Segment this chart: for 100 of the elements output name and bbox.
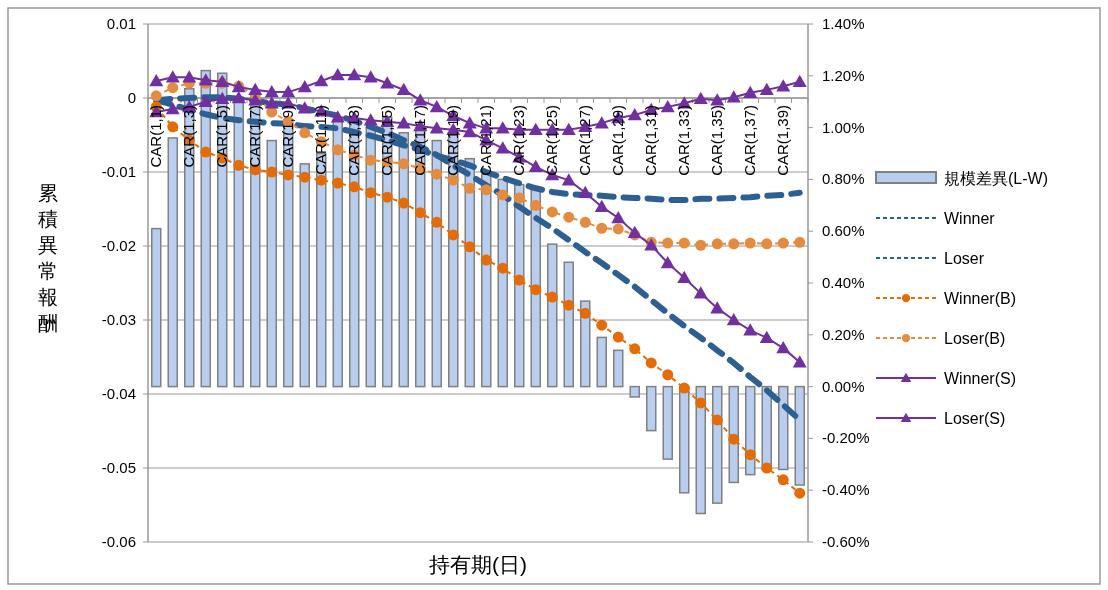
point <box>513 274 525 286</box>
y2-tick-label: 0.00% <box>822 377 865 395</box>
legend-label: Winner(S) <box>944 370 1017 387</box>
y2-tick-label: -0.40% <box>822 481 870 499</box>
point <box>282 169 294 181</box>
point <box>528 122 543 136</box>
y-axis-title: 累積異常報酬 <box>38 182 58 334</box>
point <box>398 197 410 209</box>
point <box>611 210 626 224</box>
x-tick-label: CAR(1,3) <box>180 105 198 168</box>
point <box>546 206 558 218</box>
point <box>150 90 162 102</box>
x-tick-label: CAR(1,37) <box>741 105 759 176</box>
point <box>396 116 411 129</box>
point <box>759 82 774 96</box>
x-axis-title: 持有期(日) <box>429 553 527 576</box>
point <box>315 174 327 186</box>
bar <box>629 385 640 398</box>
point <box>710 93 725 106</box>
point <box>215 91 230 104</box>
point <box>678 382 690 394</box>
point <box>167 82 179 94</box>
point <box>495 121 510 134</box>
x-tick-label: CAR(1,19) <box>444 105 462 176</box>
point <box>497 262 509 274</box>
point <box>381 191 393 203</box>
point <box>660 256 675 269</box>
point <box>464 182 476 194</box>
point <box>462 116 477 129</box>
y2-tick-label: 0.40% <box>822 274 865 291</box>
point <box>596 319 608 331</box>
point <box>266 166 278 178</box>
point <box>761 462 773 474</box>
point <box>612 331 624 343</box>
bar <box>679 385 690 494</box>
point <box>396 82 411 96</box>
legend-label: Loser <box>944 250 985 267</box>
y2-tick-label: 0.60% <box>822 222 865 240</box>
point <box>792 355 807 368</box>
point <box>365 154 377 166</box>
point <box>728 433 740 445</box>
point <box>165 70 180 83</box>
point <box>777 237 789 249</box>
point <box>744 237 756 249</box>
point <box>546 291 558 303</box>
point <box>726 90 741 103</box>
point <box>726 313 741 326</box>
bar <box>151 227 162 388</box>
bar <box>596 336 607 388</box>
y-tick-label: -0.06 <box>101 533 136 550</box>
bar <box>613 349 624 388</box>
point <box>629 343 641 355</box>
bar <box>662 385 673 460</box>
point <box>678 237 690 249</box>
point <box>596 222 608 234</box>
point <box>363 70 378 83</box>
point <box>447 174 459 186</box>
point <box>431 216 443 228</box>
point <box>776 79 791 92</box>
point <box>645 357 657 369</box>
point <box>513 192 525 204</box>
x-tick-label: CAR(1,33) <box>675 105 693 176</box>
point <box>662 237 674 249</box>
point <box>429 121 444 134</box>
point <box>413 93 428 106</box>
point <box>297 101 312 114</box>
point <box>578 185 593 198</box>
legend-label: Winner <box>944 210 996 227</box>
point <box>693 286 708 299</box>
point <box>711 414 723 426</box>
y2-tick-label: 0.80% <box>822 170 865 188</box>
y2-tick-label: 1.20% <box>822 66 865 84</box>
point <box>233 159 245 171</box>
point <box>627 225 642 238</box>
point <box>695 397 707 409</box>
bar <box>712 385 723 504</box>
point <box>561 173 576 186</box>
point <box>743 323 758 336</box>
point <box>314 73 329 87</box>
point <box>165 102 180 115</box>
point <box>530 284 542 296</box>
point <box>264 96 279 109</box>
y-tick-label: -0.05 <box>101 459 136 476</box>
bar <box>299 163 310 388</box>
bar <box>794 385 805 486</box>
y-tick-label: 0.01 <box>106 15 136 32</box>
point <box>363 113 378 126</box>
point <box>794 487 806 499</box>
y2-tick-label: 1.00% <box>822 118 865 136</box>
bar <box>547 243 558 388</box>
point <box>248 93 263 106</box>
legend-label: Winner(B) <box>944 290 1017 307</box>
x-tick-label: CAR(1,1) <box>147 105 165 168</box>
point <box>777 474 789 486</box>
point <box>594 116 609 129</box>
x-tick-label: CAR(1,23) <box>510 105 528 176</box>
bar <box>778 385 789 471</box>
y-tick-label: -0.04 <box>101 385 136 402</box>
x-tick-label: CAR(1,7) <box>246 105 264 168</box>
point <box>776 341 791 354</box>
